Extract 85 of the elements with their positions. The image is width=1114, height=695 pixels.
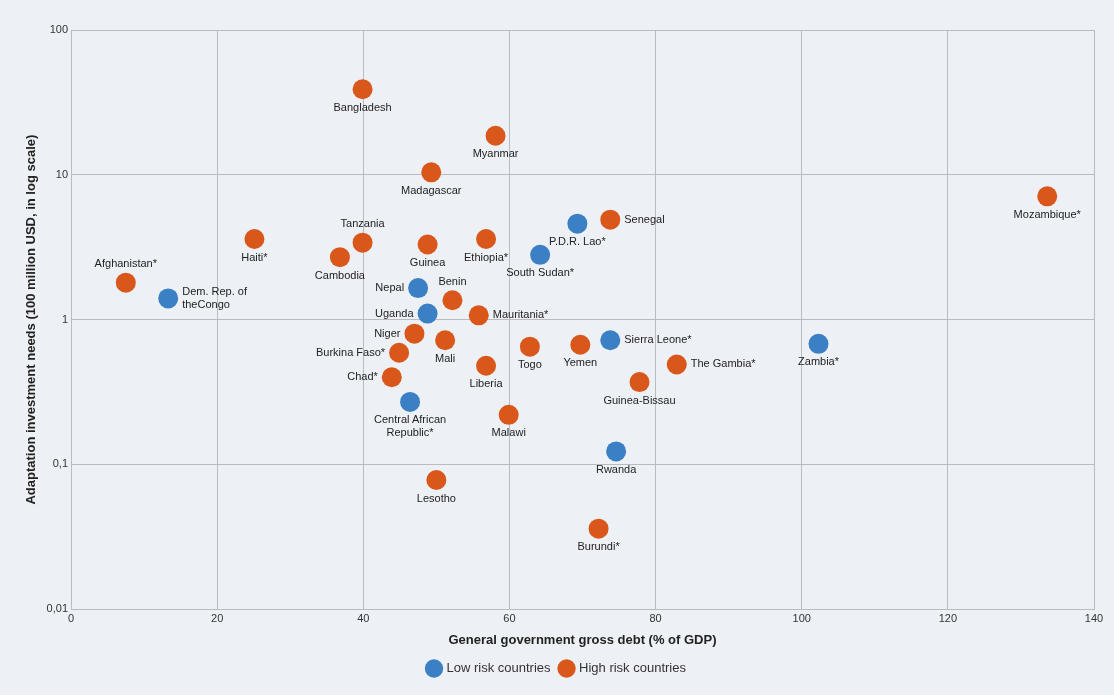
point — [381, 367, 402, 388]
annotation: Sierra Leone* — [624, 333, 693, 346]
annotation: South Sudan* — [506, 266, 575, 279]
point — [329, 247, 350, 268]
point — [485, 125, 506, 146]
point — [606, 441, 627, 462]
annotation: Ethiopia* — [464, 250, 509, 263]
x-axis-title: General government gross debt (% of GDP) — [448, 631, 717, 647]
x-tick-label: 100 — [792, 611, 811, 624]
annotation: Guinea-Bissau — [603, 393, 676, 406]
x-tick-label: 60 — [503, 611, 516, 624]
point — [498, 404, 519, 425]
annotation: Mali — [435, 351, 456, 364]
x-tick-label: 80 — [649, 611, 662, 624]
annotation: Central African Republic* — [373, 413, 447, 439]
annotation: Afghanistan* — [94, 257, 158, 270]
annotation: Bangladesh — [333, 100, 392, 113]
x-tick-label: 40 — [357, 611, 370, 624]
point — [519, 336, 540, 357]
annotation: Malawi — [491, 426, 526, 439]
annotation: Mauritania* — [492, 308, 550, 321]
point — [400, 391, 421, 412]
annotation: Liberia — [469, 377, 504, 390]
legend-label: High risk countries — [579, 660, 687, 676]
point — [629, 372, 650, 393]
annotation: Burkina Faso* — [316, 345, 386, 358]
point — [530, 244, 551, 265]
annotation: Uganda — [375, 306, 415, 319]
point — [426, 470, 447, 491]
y-tick-label: 10 — [55, 167, 69, 180]
annotation: Haiti* — [241, 250, 269, 263]
point — [476, 355, 497, 376]
annotation: Burundi* — [577, 540, 621, 553]
annotation: Cambodia — [314, 268, 366, 281]
point — [468, 305, 489, 326]
annotation: Chad* — [347, 370, 379, 383]
annotation: Nepal — [375, 281, 405, 294]
point — [588, 518, 609, 539]
y-tick-label: 0,1 — [52, 457, 69, 470]
point — [476, 229, 497, 250]
annotation: Benin — [438, 274, 467, 287]
point — [570, 334, 591, 355]
point — [158, 288, 179, 309]
x-tick-label: 0 — [67, 611, 75, 624]
y-tick-label: 1 — [61, 312, 69, 325]
annotation: Togo — [517, 358, 542, 371]
annotation: Zambia* — [798, 355, 840, 368]
annotation: Rwanda — [595, 462, 638, 475]
annotation: Guinea — [409, 256, 447, 269]
point — [352, 232, 373, 253]
annotation: Niger — [374, 326, 401, 339]
point — [115, 272, 136, 293]
annotation: Myanmar — [472, 147, 519, 160]
annotation: P.D.R. Lao* — [549, 235, 607, 248]
annotation: Dem. Rep. of theCongo — [182, 284, 248, 310]
x-tick-label: 140 — [1084, 611, 1104, 624]
legend-label: Low risk countries — [446, 660, 552, 676]
point — [600, 330, 621, 351]
y-tick-label: 0,01 — [46, 602, 69, 615]
y-axis-title: Adaptation investment needs (100 million USD, in log scale) — [23, 134, 39, 505]
annotation: Yemen — [563, 356, 598, 369]
annotation: The Gambia* — [690, 357, 757, 370]
point — [389, 342, 410, 363]
point — [408, 278, 429, 299]
point — [352, 79, 373, 100]
annotation: Tanzania — [340, 217, 386, 230]
point — [1037, 186, 1058, 207]
point — [435, 330, 456, 351]
point — [666, 354, 687, 375]
point — [567, 213, 588, 234]
annotation: Lesotho — [416, 491, 456, 504]
point — [421, 162, 442, 183]
annotation: Madagascar — [400, 183, 462, 196]
point — [417, 234, 438, 255]
point — [404, 323, 425, 344]
point — [442, 290, 463, 311]
x-tick-label: 120 — [938, 611, 958, 624]
x-tick-label: 20 — [211, 611, 224, 624]
point — [600, 209, 621, 230]
y-tick-label: 100 — [49, 23, 69, 36]
annotation: Senegal — [624, 212, 665, 225]
point — [808, 333, 829, 354]
point — [417, 303, 438, 324]
point — [244, 229, 265, 250]
annotation: Mozambique* — [1013, 207, 1082, 220]
